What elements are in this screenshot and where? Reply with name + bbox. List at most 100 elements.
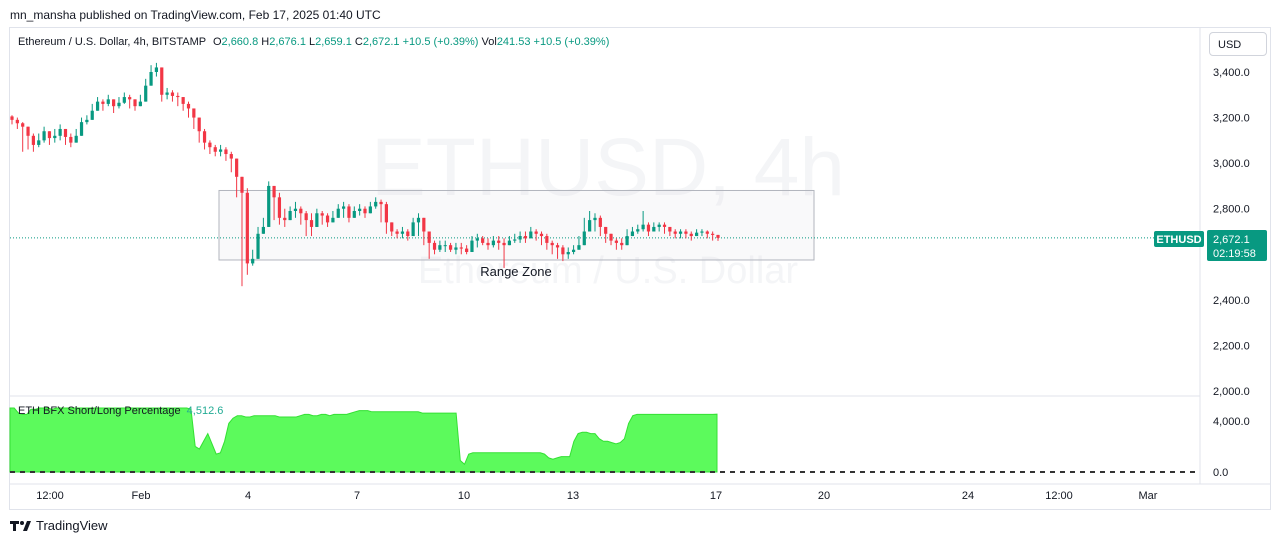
candle-body <box>347 206 351 218</box>
legend-low: 2,659.1 <box>315 36 352 48</box>
candle-body <box>213 147 217 152</box>
candle-body <box>277 197 282 218</box>
candle <box>106 94 110 107</box>
candle <box>15 117 19 129</box>
legend-symbol: Ethereum / U.S. Dollar, 4h, BITSTAMP <box>18 36 206 48</box>
candle-body <box>79 122 84 136</box>
candle-body <box>160 67 164 95</box>
tradingview-logo-icon <box>10 520 31 531</box>
time-tick-label: 12:00 <box>1045 490 1073 502</box>
time-axis[interactable]: 12:00 Feb 4 7 10 13 17 20 24 12:00 Mar <box>36 490 1158 502</box>
candle <box>112 99 116 114</box>
indicator-value: 4,512.6 <box>186 405 224 417</box>
candle-body <box>571 249 576 253</box>
candle-body <box>133 99 137 107</box>
candle <box>609 233 613 246</box>
candle-body <box>545 236 549 243</box>
candle-body <box>53 135 57 139</box>
candle <box>26 126 30 150</box>
candle <box>10 115 14 125</box>
candle <box>192 108 196 129</box>
publisher-line: mn_mansha published on TradingView.com, … <box>10 8 381 22</box>
indicator-legend[interactable]: ETH BFX Short/Long Percentage 4,512.6 <box>18 405 223 417</box>
candle <box>695 229 699 237</box>
candle <box>566 247 570 259</box>
candle-body <box>15 119 19 124</box>
price-tag-value: 2,672.1 <box>1213 234 1250 246</box>
candle <box>144 78 148 102</box>
range-zone-box[interactable] <box>218 189 815 261</box>
candle <box>465 245 469 255</box>
candle-body <box>149 72 153 86</box>
candle <box>283 208 287 227</box>
candle <box>154 62 159 77</box>
candle-body <box>454 247 458 250</box>
candle-body <box>42 131 46 141</box>
candle-body <box>668 226 672 232</box>
footer-brand[interactable]: TradingView <box>10 518 108 533</box>
legend-l-label: L <box>309 36 316 48</box>
candle <box>438 240 442 253</box>
candle <box>593 213 597 232</box>
candle-body <box>106 99 110 104</box>
candle-body <box>561 247 565 255</box>
candle <box>299 206 303 225</box>
candle <box>309 213 314 237</box>
candle-body <box>208 142 212 148</box>
candle <box>251 249 255 266</box>
time-tick-label: Mar <box>1139 490 1158 502</box>
candle <box>379 199 383 223</box>
candle <box>652 222 656 232</box>
candle-body <box>342 206 346 209</box>
candle-body <box>406 231 410 237</box>
candle <box>470 236 474 253</box>
candle <box>363 206 367 218</box>
candle <box>58 124 62 141</box>
candle <box>229 151 233 173</box>
indicator-name: ETH BFX Short/Long Percentage <box>18 405 181 417</box>
candle <box>630 226 635 237</box>
candle <box>689 231 693 241</box>
candle <box>176 92 180 107</box>
time-tick-label: 17 <box>710 490 722 502</box>
candle-body <box>662 224 667 227</box>
range-zone-label: Range Zone <box>480 264 552 279</box>
candle <box>138 94 142 107</box>
candle <box>668 226 672 237</box>
candle <box>85 115 89 125</box>
candle-body <box>593 217 597 221</box>
candle <box>149 65 153 86</box>
candle-body <box>497 240 501 243</box>
candle <box>37 133 41 148</box>
candle-body <box>577 245 581 250</box>
time-tick-label: 10 <box>458 490 470 502</box>
currency-button[interactable]: USD <box>1209 32 1267 56</box>
indicator-area <box>9 407 718 473</box>
candle <box>416 213 421 237</box>
candle <box>288 206 292 221</box>
candle-body <box>695 232 699 237</box>
candle-body <box>374 201 378 207</box>
candle-body <box>400 231 405 234</box>
candle-body <box>224 149 228 155</box>
candle <box>550 240 554 255</box>
candle-body <box>192 108 196 118</box>
candle-body <box>411 222 415 237</box>
time-tick-label: 12:00 <box>36 490 64 502</box>
symbol-legend[interactable]: Ethereum / U.S. Dollar, 4h, BITSTAMP O2,… <box>18 36 609 48</box>
candle <box>539 231 544 246</box>
candle <box>261 217 265 234</box>
candle-body <box>240 176 244 193</box>
candle <box>267 181 271 227</box>
candle <box>358 204 362 216</box>
candle <box>641 210 645 232</box>
candle-body <box>144 85 148 102</box>
candle <box>336 204 340 218</box>
legend-high: 2,676.1 <box>269 36 306 48</box>
candle-body <box>486 242 490 246</box>
candle-body <box>705 231 709 234</box>
candle <box>277 192 282 225</box>
legend-volume: 241.53 <box>496 36 531 48</box>
candle <box>90 103 94 120</box>
